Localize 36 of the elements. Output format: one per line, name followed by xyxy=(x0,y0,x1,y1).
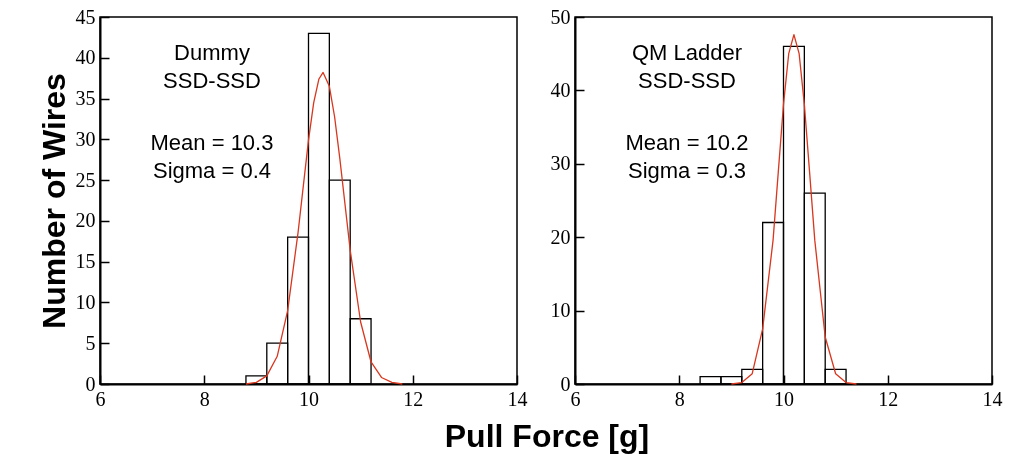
y-tick-label: 45 xyxy=(75,5,96,28)
y-tick-label: 10 xyxy=(550,299,571,322)
annotation: Mean = 10.2 xyxy=(625,130,749,155)
y-axis-title: Number of Wires xyxy=(35,73,72,329)
x-axis-title: Pull Force [g] xyxy=(443,418,651,455)
y-tick-label: 35 xyxy=(75,87,96,110)
annotation: SSD-SSD xyxy=(638,68,736,93)
x-tick-label: 14 xyxy=(982,387,1003,410)
y-tick-label: 20 xyxy=(550,225,571,248)
y-tick-label: 15 xyxy=(75,250,96,273)
y-tick-label: 40 xyxy=(550,78,571,101)
y-tick-label: 0 xyxy=(85,372,96,395)
y-tick-label: 30 xyxy=(550,152,571,175)
y-tick-label: 5 xyxy=(85,331,96,354)
x-tick-label: 8 xyxy=(674,387,685,410)
annotation: Sigma = 0.3 xyxy=(627,158,747,183)
x-tick-label: 14 xyxy=(507,387,528,410)
x-tick-label: 6 xyxy=(570,387,581,410)
x-tick-label: 10 xyxy=(774,387,794,410)
x-tick-label: 10 xyxy=(299,387,319,410)
annotation: Dummy xyxy=(174,40,250,65)
annotation: SSD-SSD xyxy=(163,68,261,93)
annotation: Sigma = 0.4 xyxy=(152,158,272,183)
y-tick-label: 40 xyxy=(75,46,96,69)
y-tick-label: 0 xyxy=(560,372,571,395)
y-tick-label: 30 xyxy=(75,127,96,150)
y-tick-label: 50 xyxy=(550,5,571,28)
y-tick-label: 10 xyxy=(75,290,96,313)
x-tick-label: 12 xyxy=(403,387,424,410)
x-tick-label: 12 xyxy=(878,387,899,410)
annotation: QM Ladder xyxy=(631,40,743,65)
y-tick-label: 25 xyxy=(75,168,96,191)
x-tick-label: 6 xyxy=(95,387,106,410)
annotation: Mean = 10.3 xyxy=(150,130,274,155)
x-tick-label: 8 xyxy=(199,387,210,410)
y-tick-label: 20 xyxy=(75,209,96,232)
